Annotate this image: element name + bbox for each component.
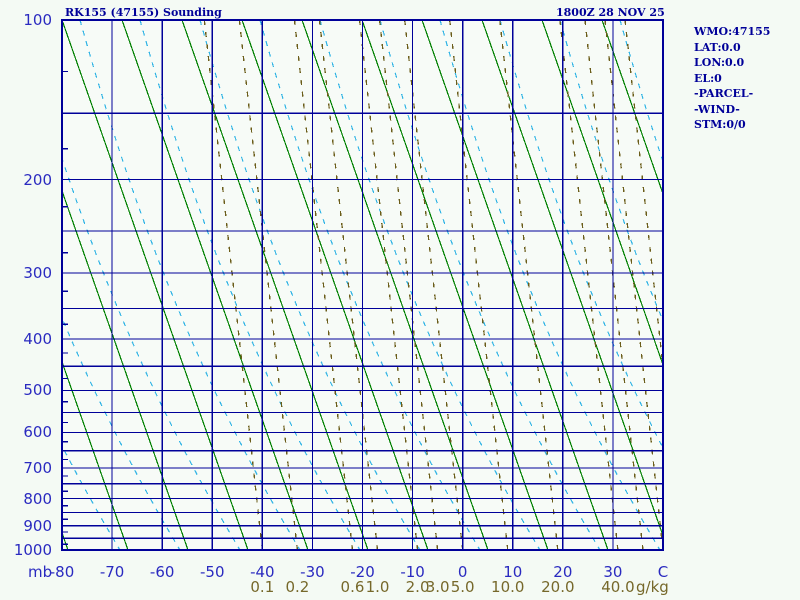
temperature-tick-label: 30: [603, 563, 623, 581]
temperature-tick-label: 10: [503, 563, 523, 581]
observation-time: 1800Z 28 NOV 25: [556, 6, 665, 19]
temperature-tick-label: -80: [49, 563, 75, 581]
mixing-ratio-tick-label: 10.0: [491, 578, 525, 596]
mixing-ratio-tick-label: 0.6: [340, 578, 365, 596]
mixing-ratio-tick-label: 40.0: [601, 578, 635, 596]
temperature-axis-unit-label: C: [657, 563, 669, 581]
temperature-tick-label: 20: [553, 563, 573, 581]
info-elevation: EL:0: [694, 71, 722, 85]
dry-adiabat-lines: [62, 20, 663, 550]
pressure-tick-label: 100: [23, 11, 52, 29]
info-wind: -WIND-: [694, 102, 740, 116]
pressure-tick-label: 1000: [13, 541, 52, 559]
info-parcel: -PARCEL-: [694, 87, 754, 100]
temperature-tick-label: -30: [300, 563, 325, 581]
pressure-tick-label: 500: [23, 381, 52, 400]
pressure-tick-label: 200: [23, 170, 52, 189]
mixing-ratio-tick-label: 2.0: [405, 578, 430, 596]
temperature-gridlines: [111, 20, 614, 550]
plot-border: [61, 19, 664, 551]
temperature-tick-label: 0: [457, 563, 468, 581]
temperature-tick-label: -60: [149, 563, 175, 581]
info-storm-motion: STM:0/0: [694, 118, 746, 131]
station-info-panel: WMO:47155 LAT:0.0 LON:0.0 EL:0 -PARCEL- …: [694, 24, 798, 133]
temperature-tick-label: -10: [400, 563, 425, 581]
pressure-tick-label: 800: [23, 489, 52, 508]
pressure-tick-label: 700: [23, 458, 52, 477]
mixing-ratio-tick-label: 3.0: [425, 578, 450, 596]
pressure-tick-label: 600: [23, 423, 52, 442]
page-title: RK155 (47155) Sounding: [65, 6, 222, 19]
temperature-tick-label: -20: [350, 563, 375, 581]
pressure-tick-label: 400: [23, 330, 52, 349]
mixing-ratio-tick-label: 0.1: [250, 578, 275, 596]
mixing-ratio-unit-label: g/kg: [636, 578, 669, 596]
mixing-ratio-tick-label: 0.2: [285, 578, 310, 596]
info-wmo: WMO:47155: [694, 25, 771, 38]
pressure-axis-unit-label: mb: [28, 563, 53, 581]
axis-ticks: [62, 70, 68, 545]
pressure-tick-label: 300: [23, 263, 52, 282]
mixing-ratio-tick-label: 1.0: [365, 578, 390, 596]
temperature-tick-label: -50: [200, 563, 225, 581]
pressure-tick-label: 900: [23, 516, 52, 535]
info-lon: LON:0.0: [694, 56, 745, 69]
mixing-ratio-tick-label: 5.0: [450, 578, 475, 596]
info-lat: LAT:0.0: [694, 40, 741, 54]
temperature-tick-label: -40: [250, 563, 275, 581]
temperature-tick-label: -70: [99, 563, 125, 581]
mixing-ratio-tick-label: 20.0: [541, 578, 575, 596]
